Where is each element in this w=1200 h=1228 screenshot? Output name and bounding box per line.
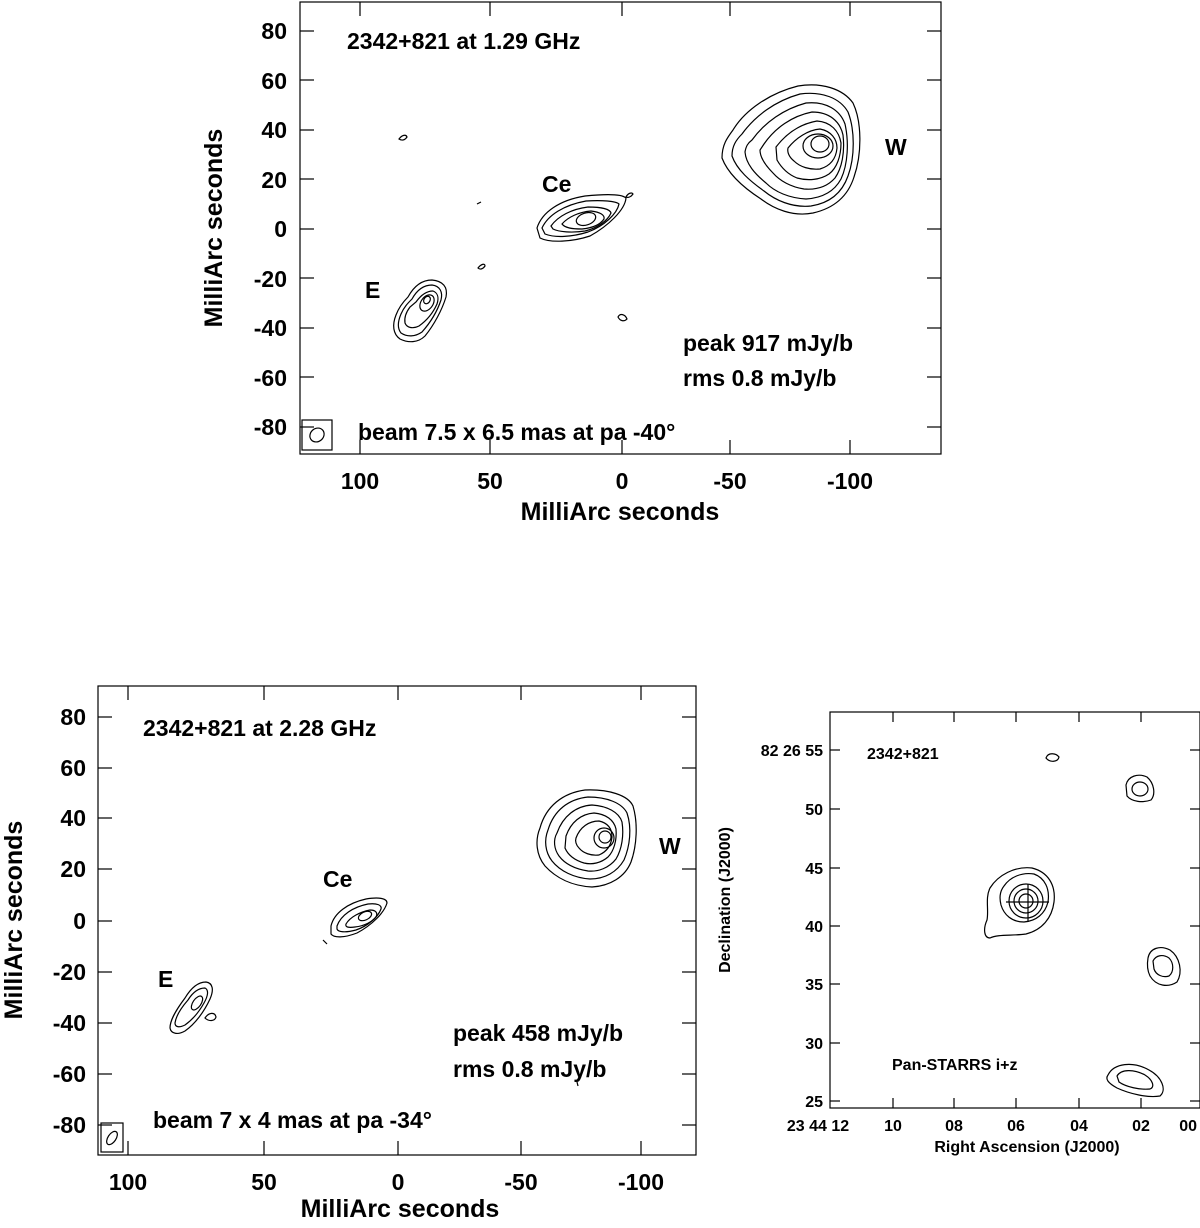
noise-contour (576, 1081, 579, 1087)
panel-1: 80 60 40 20 0 -20 -40 -60 -80 100 50 0 -… (200, 1, 942, 526)
x-tick-label: 50 (251, 1169, 277, 1195)
y-tick-label: 40 (261, 117, 287, 143)
y-axis-label: MilliArc seconds (0, 821, 28, 1020)
x-tick-label: 08 (945, 1118, 963, 1135)
contours-ce (322, 897, 388, 945)
annotation-peak: peak 458 mJy/b (453, 1020, 623, 1046)
component-label-ce: Ce (542, 171, 571, 197)
y-tick-label: -80 (254, 414, 287, 440)
contours-w (721, 84, 861, 215)
component-label-e: E (365, 277, 380, 303)
annotation-peak: peak 917 mJy/b (683, 330, 853, 356)
y-tick-label: 0 (73, 908, 86, 934)
y-tick-label: 82 26 55 (761, 743, 823, 760)
x-tick-label: 50 (477, 468, 503, 494)
ticks-3 (830, 712, 1200, 1108)
contours-e (169, 981, 217, 1034)
contours-w (536, 789, 637, 888)
y-tick-label: -20 (254, 266, 287, 292)
x-tick-label: 100 (109, 1169, 147, 1195)
annotation-beam: beam 7.5 x 6.5 mas at pa -40° (358, 419, 675, 445)
optical-contours (984, 753, 1181, 1098)
annotation-survey: Pan-STARRS i+z (892, 1057, 1018, 1074)
y-tick-label: 80 (60, 704, 86, 730)
component-label-ce: Ce (323, 866, 352, 892)
y-tick-label: 40 (805, 919, 823, 936)
y-tick-label: -40 (53, 1010, 86, 1036)
chart-title: 2342+821 (867, 746, 939, 763)
chart-title: 2342+821 at 2.28 GHz (143, 715, 376, 741)
x-tick-label: 0 (616, 468, 629, 494)
x-tick-label: 02 (1132, 1118, 1150, 1135)
ticks-1 (300, 2, 941, 454)
component-label-w: W (659, 833, 681, 859)
x-tick-label: 04 (1070, 1118, 1088, 1135)
beam-ellipse (309, 427, 325, 443)
x-tick-label: -100 (827, 468, 873, 494)
optical-peak-contour (1008, 883, 1044, 919)
x-axis-label: MilliArc seconds (521, 498, 720, 526)
contours-ce (536, 194, 627, 242)
plot-frame-3 (829, 711, 1200, 1109)
chart-title: 2342+821 at 1.29 GHz (347, 28, 580, 54)
x-tick-label: 23 44 12 (787, 1118, 849, 1135)
x-tick-label: 06 (1007, 1118, 1025, 1135)
y-tick-label: 25 (805, 1094, 823, 1111)
y-tick-label: 60 (261, 68, 287, 94)
contours-e (393, 279, 448, 343)
y-tick-label: 20 (60, 856, 86, 882)
annotation-rms: rms 0.8 mJy/b (453, 1056, 606, 1082)
y-axis-label: Declination (J2000) (717, 827, 734, 973)
beam-ellipse (106, 1130, 118, 1146)
panel-2: 80 60 40 20 0 -20 -40 -60 -80 100 50 0 -… (0, 685, 697, 1223)
plot-frame-2 (97, 685, 697, 1156)
y-tick-label: 45 (805, 861, 823, 878)
x-axis-label: MilliArc seconds (301, 1195, 500, 1223)
y-axis-label: MilliArc seconds (200, 129, 228, 328)
component-label-w: W (885, 134, 907, 160)
noise-contours-1 (398, 134, 634, 322)
y-tick-label: 35 (805, 977, 823, 994)
x-tick-label: 10 (884, 1118, 902, 1135)
y-tick-label: -60 (53, 1061, 86, 1087)
x-axis-label: Right Ascension (J2000) (934, 1139, 1119, 1156)
x-tick-label: -50 (504, 1169, 537, 1195)
y-tick-label: -20 (53, 959, 86, 985)
x-tick-label: 0 (392, 1169, 405, 1195)
y-tick-label: -40 (254, 315, 287, 341)
x-tick-label: 00 (1179, 1118, 1197, 1135)
component-label-e: E (158, 966, 173, 992)
y-tick-label: -60 (254, 365, 287, 391)
x-tick-label: -50 (713, 468, 746, 494)
y-tick-label: 60 (60, 755, 86, 781)
panel-3: 82 26 55 50 45 40 35 30 25 23 44 12 10 0… (717, 711, 1200, 1156)
beam-box (301, 419, 333, 451)
y-tick-label: 50 (805, 802, 823, 819)
y-tick-label: 0 (274, 216, 287, 242)
y-tick-label: -80 (53, 1112, 86, 1138)
annotation-beam: beam 7 x 4 mas at pa -34° (153, 1107, 432, 1133)
x-tick-label: 100 (341, 468, 379, 494)
plot-frame-1 (299, 1, 942, 455)
x-tick-label: -100 (618, 1169, 664, 1195)
annotation-rms: rms 0.8 mJy/b (683, 365, 836, 391)
y-tick-label: 30 (805, 1036, 823, 1053)
ticks-2 (98, 686, 696, 1155)
y-tick-label: 20 (261, 167, 287, 193)
y-tick-label: 40 (60, 805, 86, 831)
y-tick-label: 80 (261, 18, 287, 44)
beam-box (100, 1122, 124, 1153)
